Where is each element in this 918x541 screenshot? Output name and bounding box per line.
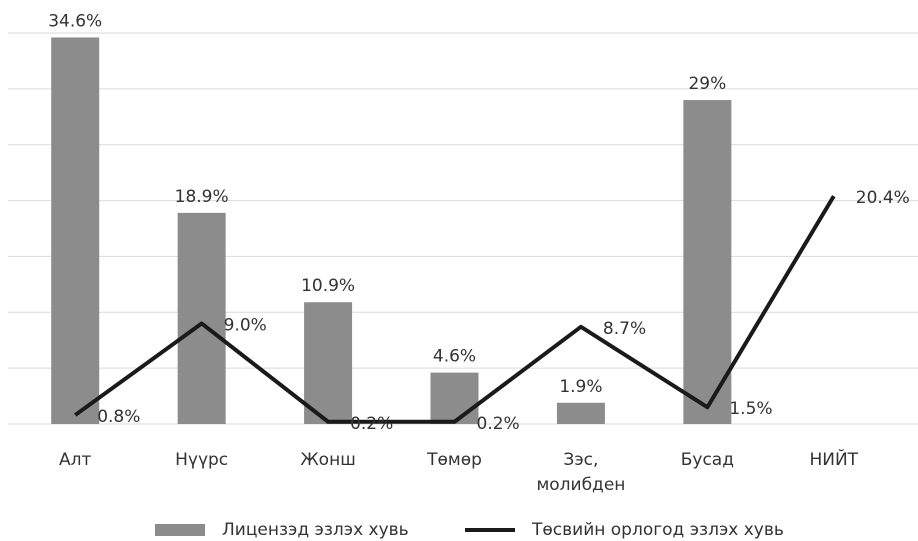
legend-label: Лицензэд эзлэх хувь — [222, 520, 409, 540]
x-tick-label-line: молибден — [536, 475, 625, 495]
x-tick-label-line: Зэс, — [563, 450, 598, 470]
line-value-label: 0.2% — [477, 414, 520, 434]
x-tick-label: Бусад — [681, 450, 734, 470]
line-value-label: 20.4% — [856, 188, 910, 208]
legend-label: Төсвийн орлогод эзлэх хувь — [531, 520, 784, 540]
line — [74, 195, 836, 424]
line-value-label: 0.8% — [97, 407, 140, 427]
bar-value-label: 18.9% — [175, 187, 229, 207]
x-tick-label: Төмөр — [426, 450, 482, 470]
line-value-label: 9.0% — [224, 315, 267, 335]
bar-value-label: 1.9% — [559, 377, 602, 397]
x-tick-label: Алт — [59, 450, 91, 470]
bar — [177, 212, 226, 424]
line-value-label: 0.2% — [350, 414, 393, 434]
x-tick-label: НИЙТ — [809, 448, 858, 470]
bar-value-label: 29% — [688, 74, 726, 94]
bar — [683, 100, 732, 425]
bar — [556, 402, 605, 424]
x-tick-label: Зэс, молибден — [536, 450, 625, 495]
bar-value-label: 34.6% — [48, 11, 102, 31]
legend-swatch — [155, 524, 205, 536]
bar — [304, 302, 353, 424]
bar — [430, 372, 479, 424]
line-value-label: 1.5% — [729, 399, 772, 419]
bar-value-label: 4.6% — [433, 347, 476, 367]
x-tick-label: Жонш — [300, 450, 355, 470]
bar — [51, 37, 100, 425]
bar-value-label: 10.9% — [301, 276, 355, 296]
line-value-label: 8.7% — [603, 319, 646, 339]
x-tick-label: Нүүрс — [175, 450, 228, 470]
